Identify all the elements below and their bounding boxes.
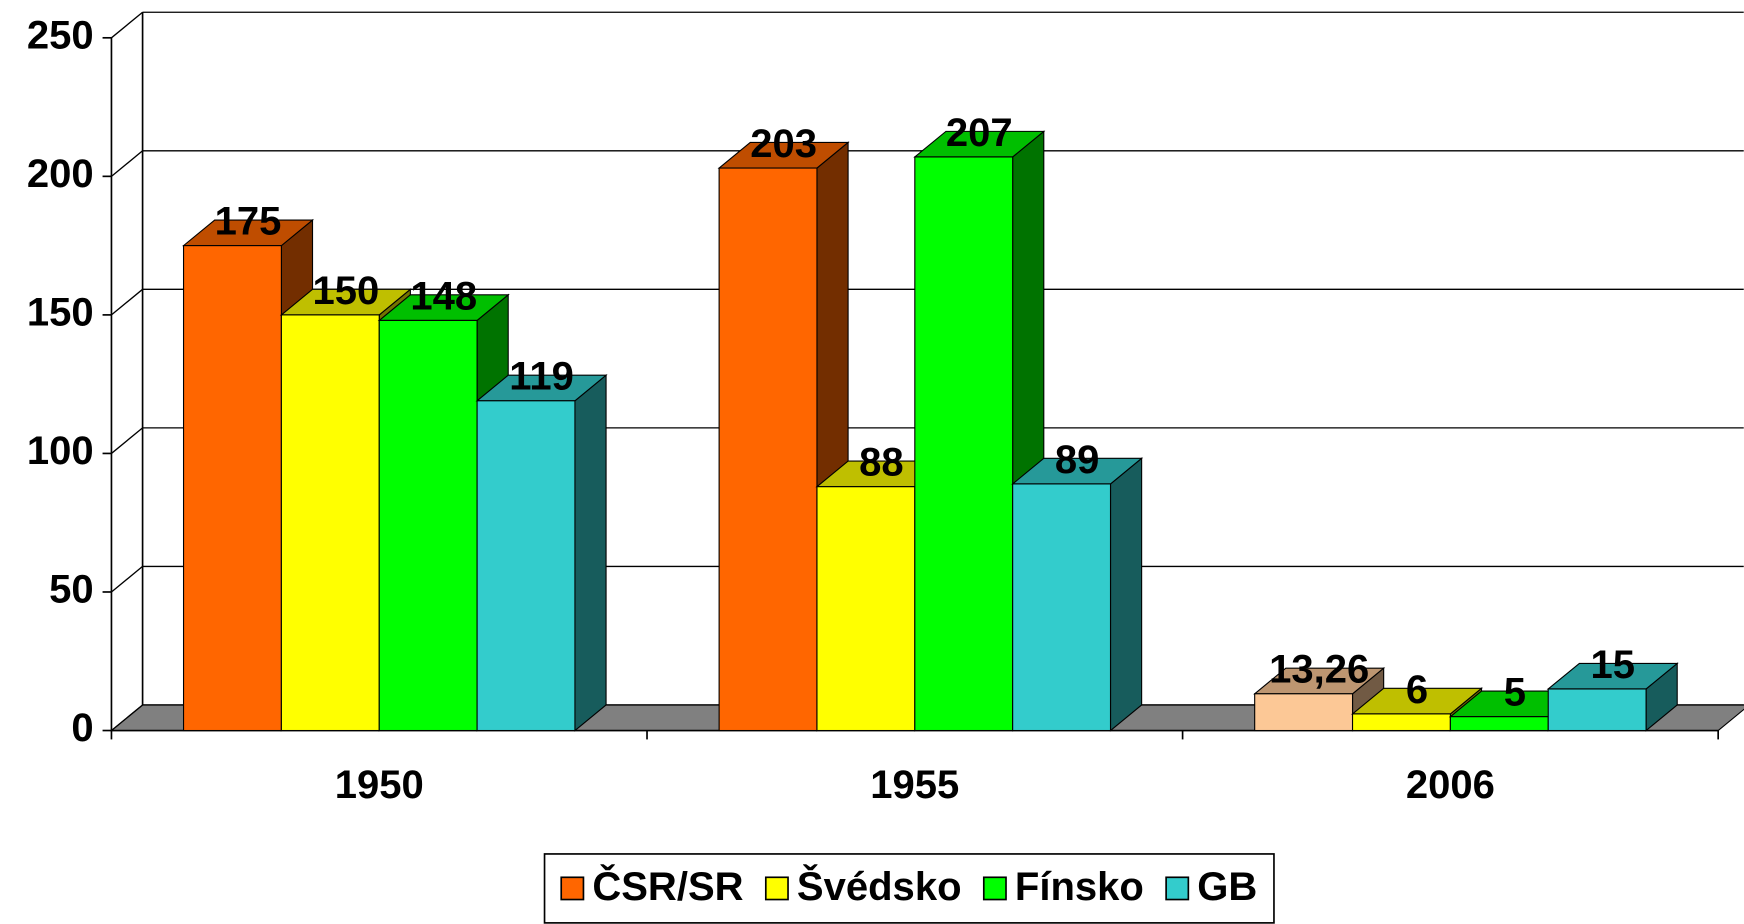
y-tick-label: 150 xyxy=(27,290,94,334)
bar xyxy=(1012,483,1112,732)
data-label: 88 xyxy=(859,441,904,485)
bar-side xyxy=(1109,457,1143,732)
legend-swatch xyxy=(764,876,789,901)
y-tick-label: 0 xyxy=(71,706,93,750)
y-tick-label: 100 xyxy=(27,429,94,473)
data-label: 5 xyxy=(1504,671,1526,715)
bar xyxy=(182,245,282,732)
bar xyxy=(378,319,478,732)
bar xyxy=(476,400,576,732)
data-label: 6 xyxy=(1406,668,1428,712)
data-label: 175 xyxy=(215,200,282,244)
x-tick-label: 1955 xyxy=(870,763,959,807)
grid-line-side xyxy=(111,150,144,177)
y-tick-label: 50 xyxy=(49,568,94,612)
data-label: 15 xyxy=(1590,643,1635,687)
grid-line-side xyxy=(111,704,144,732)
y-tick-label: 250 xyxy=(27,13,94,57)
data-label: 89 xyxy=(1055,438,1100,482)
bar xyxy=(816,486,916,732)
bar xyxy=(914,156,1014,732)
grid-line-side xyxy=(111,427,144,454)
bar xyxy=(1351,713,1451,732)
grid-line-side xyxy=(111,565,144,593)
grid-line-side xyxy=(111,288,144,316)
bar xyxy=(1547,688,1647,732)
data-label: 119 xyxy=(509,355,574,399)
legend-label: GB xyxy=(1197,865,1257,909)
data-label: 207 xyxy=(946,111,1013,155)
legend-label: ČSR/SR xyxy=(592,863,743,909)
grid-line-side xyxy=(111,11,144,39)
bar xyxy=(280,314,380,732)
bar xyxy=(1254,693,1354,732)
x-tick-label: 1950 xyxy=(335,763,424,807)
bar xyxy=(718,167,818,732)
legend: ČSR/SR Švédsko Fínsko GB xyxy=(543,853,1275,924)
x-tick-label: 2006 xyxy=(1406,763,1495,807)
data-label: 148 xyxy=(410,274,477,318)
data-label: 203 xyxy=(750,122,817,166)
data-label: 150 xyxy=(312,269,379,313)
bar xyxy=(1449,716,1549,732)
legend-swatch xyxy=(982,876,1007,901)
legend-swatch xyxy=(560,876,585,901)
y-tick-label: 200 xyxy=(27,152,94,196)
legend-box xyxy=(543,853,1275,924)
legend-label: Švédsko xyxy=(797,863,962,909)
legend-label: Fínsko xyxy=(1015,865,1144,909)
bar-side xyxy=(574,374,607,732)
data-label: 13,26 xyxy=(1269,648,1369,692)
legend-swatch xyxy=(1165,876,1190,901)
